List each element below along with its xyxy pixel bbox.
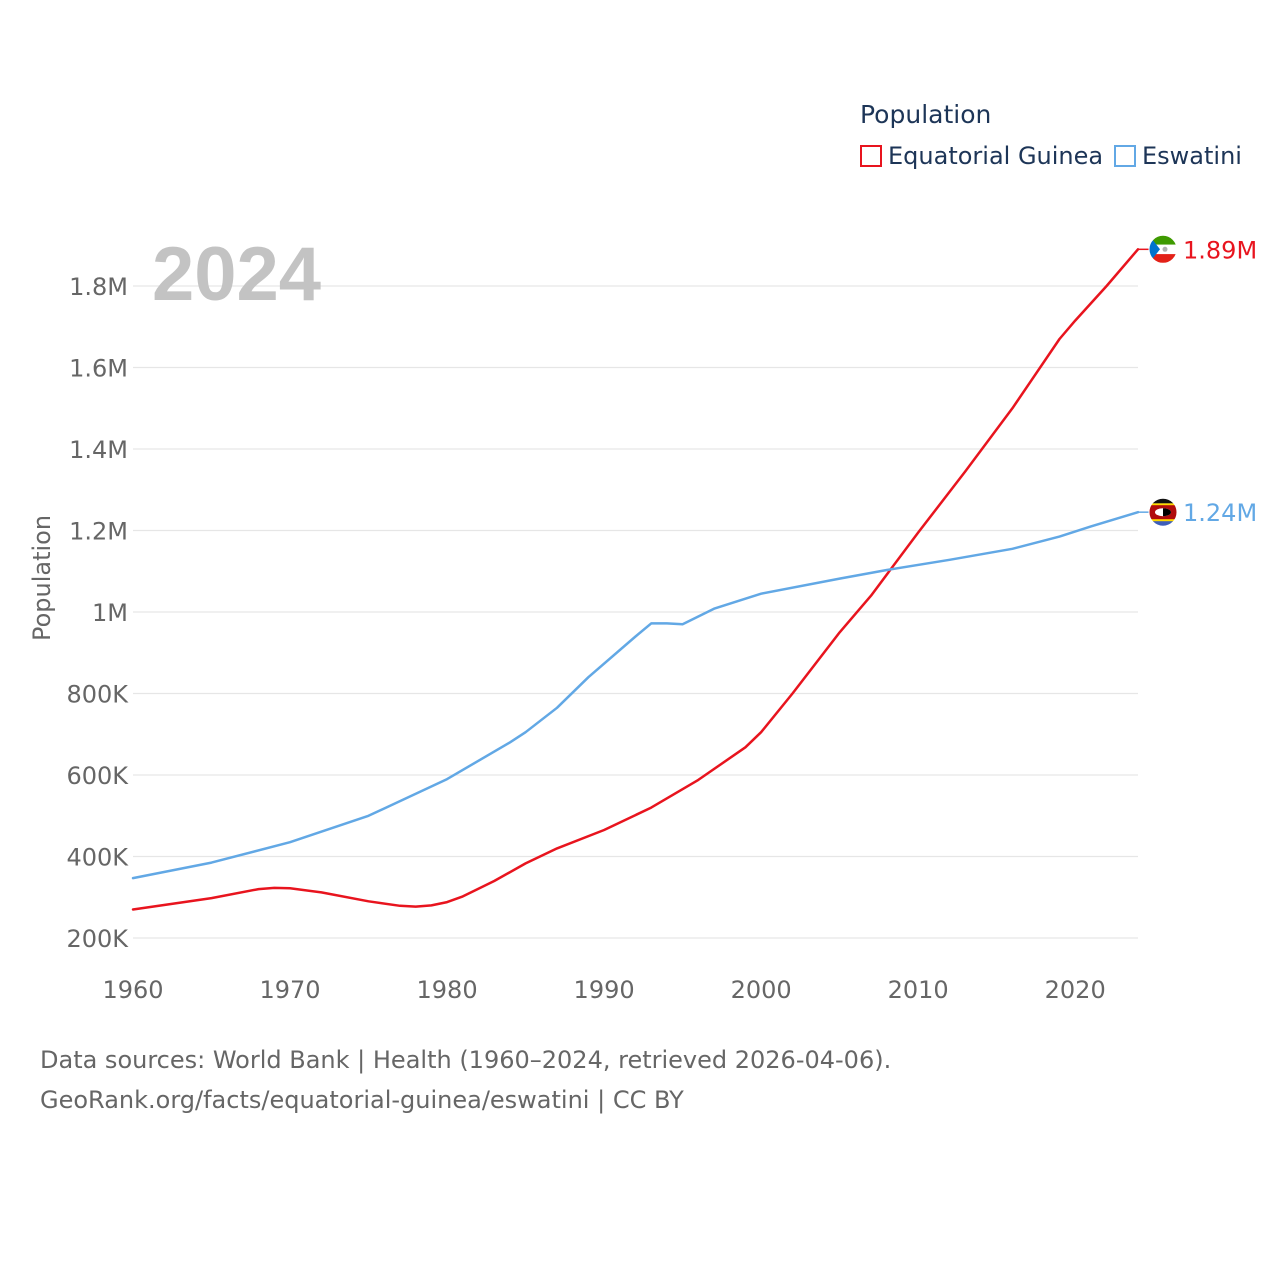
legend-title: Population xyxy=(860,100,992,129)
legend-swatch-eswatini xyxy=(1114,145,1136,167)
x-tick-label: 1970 xyxy=(259,976,320,1004)
end-value-label: 1.89M xyxy=(1183,236,1257,264)
y-tick-label: 200K xyxy=(66,925,129,953)
grid-lines xyxy=(133,285,1138,939)
y-axis-ticks: 200K 400K 600K 800K 1M 1.2M 1.4M 1.6M 1.8M xyxy=(66,273,129,953)
series-end-markers: 1.89M 1.24M xyxy=(1138,234,1257,527)
footer-attribution[interactable]: GeoRank.org/facts/equatorial-guinea/eswa… xyxy=(40,1086,684,1114)
legend-label-equatorial-guinea: Equatorial Guinea xyxy=(888,142,1104,170)
y-tick-label: 1.8M xyxy=(69,273,128,301)
end-value-label: 1.24M xyxy=(1183,499,1257,527)
legend-swatch-equatorial-guinea xyxy=(860,145,882,167)
y-tick-label: 1M xyxy=(92,599,128,627)
x-tick-label: 2000 xyxy=(731,976,792,1004)
y-tick-label: 400K xyxy=(66,844,129,872)
legend-item-equatorial-guinea[interactable]: Equatorial Guinea xyxy=(860,142,1103,170)
x-tick-label: 1990 xyxy=(574,976,635,1004)
series-lines xyxy=(131,248,1140,911)
x-tick-label: 2010 xyxy=(888,976,949,1004)
y-axis-label: Population xyxy=(28,515,56,641)
year-watermark: 2024 xyxy=(152,232,321,317)
y-tick-label: 600K xyxy=(66,762,129,790)
legend-item-eswatini[interactable]: Eswatini xyxy=(1114,142,1242,170)
legend-label-eswatini: Eswatini xyxy=(1142,142,1242,170)
footer-sources: Data sources: World Bank | Health (1960–… xyxy=(40,1046,892,1074)
series-line-equatorial-guinea[interactable] xyxy=(131,248,1140,911)
x-tick-label: 1960 xyxy=(102,976,163,1004)
series-line-eswatini[interactable] xyxy=(131,510,1140,880)
equatorial-guinea-flag-icon xyxy=(1148,234,1178,264)
eswatini-flag-icon xyxy=(1148,497,1178,527)
x-tick-label: 1980 xyxy=(417,976,478,1004)
x-axis-ticks: 1960 1970 1980 1990 2000 2010 2020 xyxy=(102,976,1105,1004)
y-tick-label: 1.6M xyxy=(69,355,128,383)
x-tick-label: 2020 xyxy=(1045,976,1106,1004)
y-tick-label: 1.2M xyxy=(69,518,128,546)
y-tick-label: 800K xyxy=(66,681,129,709)
y-tick-label: 1.4M xyxy=(69,436,128,464)
